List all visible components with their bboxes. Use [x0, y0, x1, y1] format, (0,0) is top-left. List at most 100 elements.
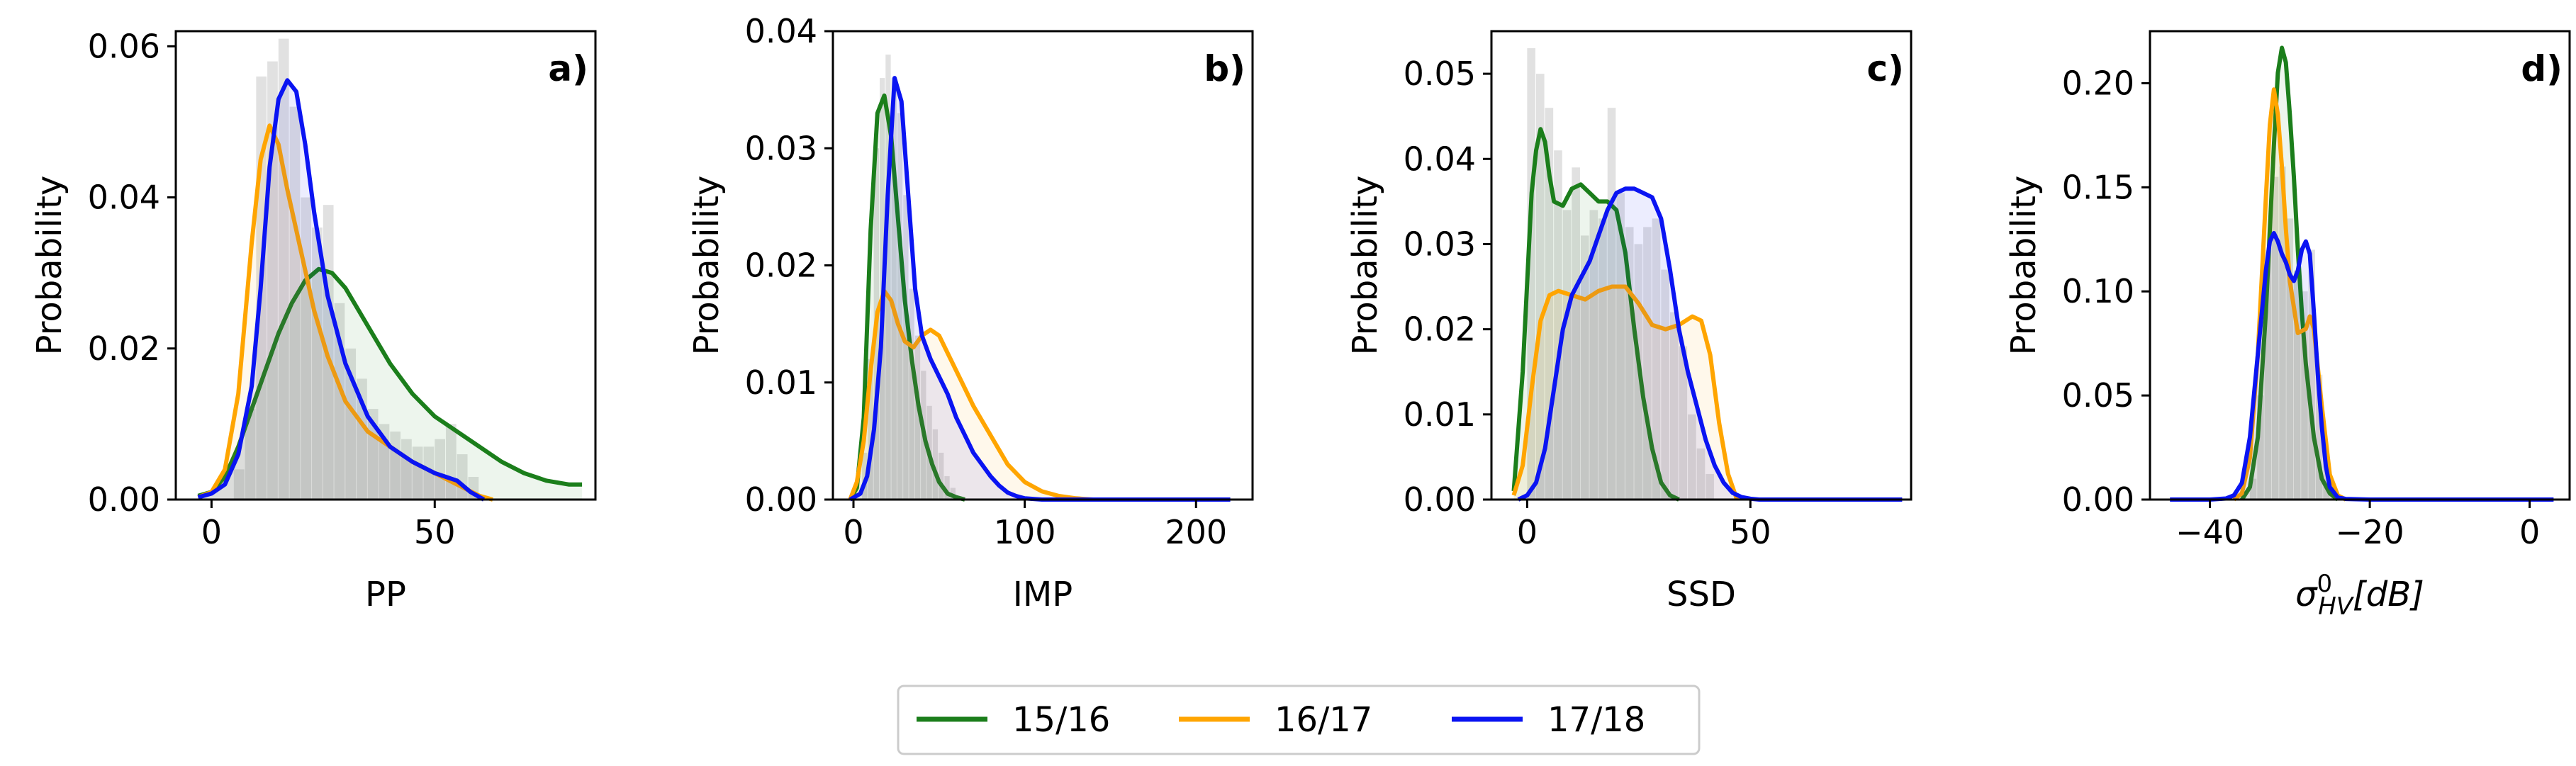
hist-bar	[412, 446, 423, 500]
series-line-16-17	[1511, 284, 1740, 500]
x-tick-label: 0	[201, 513, 222, 551]
hist-bar	[1545, 108, 1554, 500]
hist-bar	[2308, 249, 2315, 500]
y-tick-label: 0.02	[88, 330, 160, 368]
hist-bar	[312, 227, 323, 500]
panel-a: 0 50 0.00 0.02 0.04 0.06 Probability PP a)	[30, 27, 597, 614]
x-tick-label: −40	[2175, 513, 2244, 551]
hist-bar	[2257, 395, 2264, 500]
hist-bar	[2286, 218, 2293, 500]
series-fill-16-17	[198, 125, 493, 500]
x-tick-label: 0	[1517, 513, 1538, 551]
panel-tag: c)	[1867, 48, 1905, 89]
hist-bar	[1589, 210, 1598, 500]
hist-bar	[909, 288, 914, 500]
x-axis-label: PP	[365, 575, 406, 614]
legend: 15/16 16/17 17/18	[897, 685, 1701, 755]
legend-label-17-18: 17/18	[1547, 700, 1645, 740]
y-tick-label: 0.10	[2062, 272, 2134, 310]
series-fill-15-16	[1513, 129, 1679, 500]
hist-bar	[1661, 269, 1669, 500]
x-tick-label: 200	[1165, 513, 1227, 551]
hist-bar	[903, 195, 909, 500]
x-tick-label: 0	[843, 513, 863, 551]
hist-bar	[2315, 374, 2323, 500]
hist-bar	[2279, 166, 2286, 500]
y-tick-label: 0.03	[1404, 225, 1476, 263]
hist-bar	[423, 446, 435, 500]
series-line-17-18	[2170, 231, 2554, 502]
hist-bar	[914, 335, 921, 500]
hist-bar	[939, 452, 944, 500]
panel-d: −40 −20 0 0.00 0.05 0.10 0.15 0.20 Probability σ0…	[2004, 30, 2571, 621]
hist-bar	[233, 469, 245, 500]
x-tick-label: 100	[994, 513, 1056, 551]
series-fill-17-18	[2170, 233, 2554, 500]
y-tick-label: 0.20	[2062, 64, 2134, 102]
y-tick-label: 0.15	[2062, 168, 2134, 206]
hist-bar	[1669, 312, 1679, 500]
y-tick-label: 0.02	[745, 247, 817, 285]
panel-tag: a)	[548, 48, 588, 89]
hist-bar	[1607, 108, 1616, 500]
y-tick-label: 0.05	[1404, 55, 1476, 93]
y-tick-label: 0.00	[745, 480, 817, 519]
hist-bar	[897, 113, 903, 500]
axes-frame	[2149, 30, 2571, 501]
hist-bar	[1554, 150, 1562, 500]
y-tick-label: 0.00	[2062, 480, 2134, 519]
y-tick-label: 0.04	[1404, 140, 1476, 178]
y-tick-label: 0.04	[88, 179, 160, 217]
panel-tag: b)	[1204, 48, 1245, 89]
y-axis-label: Probability	[1345, 176, 1385, 356]
series-line-16-17	[848, 288, 1094, 502]
y-axis-label: Probability	[687, 176, 727, 356]
axes-frame	[174, 30, 597, 501]
hist-bar	[932, 429, 939, 500]
hist-bar	[245, 409, 256, 500]
y-axis-label: Probability	[30, 176, 69, 356]
hist-bar	[435, 439, 446, 500]
series-line-17-18	[197, 78, 486, 502]
series-line-15-16	[2240, 45, 2339, 502]
hist-bar	[2249, 478, 2257, 500]
panel-tag: d)	[2521, 48, 2563, 89]
y-tick-label: 0.03	[745, 129, 817, 167]
hist-bar	[1696, 448, 1706, 500]
y-tick-label: 0.02	[1404, 310, 1476, 349]
legend-box	[897, 685, 1701, 755]
hist-bar	[891, 78, 897, 500]
x-tick-label: 50	[414, 513, 456, 551]
hist-bar	[862, 452, 868, 500]
hist-bar	[1679, 346, 1688, 500]
y-tick-label: 0.04	[745, 12, 817, 50]
series-fill-15-16	[198, 269, 583, 500]
hist-bar	[301, 197, 312, 500]
series-line-15-16	[1511, 127, 1680, 502]
hist-bar	[2293, 270, 2301, 500]
series-fill-15-16	[850, 95, 965, 500]
hist-bar	[1572, 167, 1580, 500]
x-tick-label: 50	[1730, 513, 1771, 551]
y-tick-label: 0.06	[88, 27, 160, 65]
hist-bar	[1535, 74, 1545, 500]
x-axis-label: SSD	[1667, 575, 1736, 614]
hist-bar	[1616, 193, 1625, 500]
hist-bar	[868, 359, 873, 500]
panel-b: 0 100 200 0.00 0.01 0.02 0.03 0.04 Probability IM…	[687, 12, 1254, 614]
hist-bar	[1598, 218, 1607, 500]
hist-bar	[2301, 291, 2308, 500]
y-tick-label: 0.00	[88, 480, 160, 519]
y-tick-label: 0.01	[745, 364, 817, 402]
hist-bar	[2264, 249, 2271, 500]
hist-bar	[885, 55, 891, 500]
series-fill-17-18	[1518, 188, 1903, 500]
hist-bar	[1652, 218, 1661, 500]
x-tick-label: −20	[2336, 513, 2404, 551]
panel-c: 0 50 0.00 0.01 0.02 0.03 0.04 0.05 Probability SS…	[1345, 30, 1913, 614]
series-line-15-16	[848, 93, 965, 502]
axes-frame	[1490, 30, 1913, 501]
x-axis-label: IMP	[1013, 575, 1073, 614]
y-tick-label: 0.00	[1404, 480, 1476, 519]
